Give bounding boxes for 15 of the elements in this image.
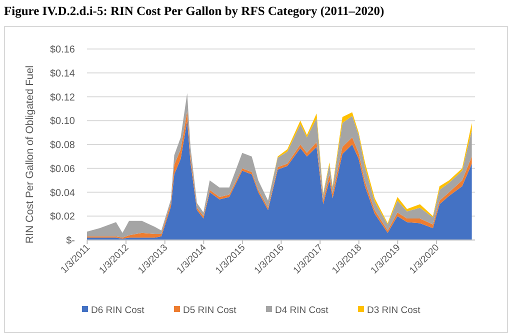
legend-label: D4 RIN Cost: [275, 305, 329, 316]
legend-label: D3 RIN Cost: [367, 305, 421, 316]
legend-label: D6 RIN Cost: [91, 305, 145, 316]
legend-label: D5 RIN Cost: [183, 305, 237, 316]
y-tick-label: $-: [66, 236, 75, 246]
y-tick-label: $0.08: [50, 140, 76, 151]
y-tick-label: $0.02: [50, 212, 76, 223]
y-tick-label: $0.16: [50, 44, 76, 56]
y-tick-label: $0.04: [50, 188, 76, 199]
chart-title: Figure IV.D.2.d.i-5: RIN Cost Per Gallon by RFS Category (2011–2020): [4, 4, 384, 18]
y-axis-title: RIN Cost Per Gallon of Obligated Fuel: [24, 66, 36, 244]
y-tick-label: $0.14: [50, 68, 76, 80]
y-tick-label: $0.12: [50, 92, 76, 104]
y-tick-label: $0.06: [50, 164, 76, 175]
y-tick-label: $0.10: [50, 116, 76, 128]
